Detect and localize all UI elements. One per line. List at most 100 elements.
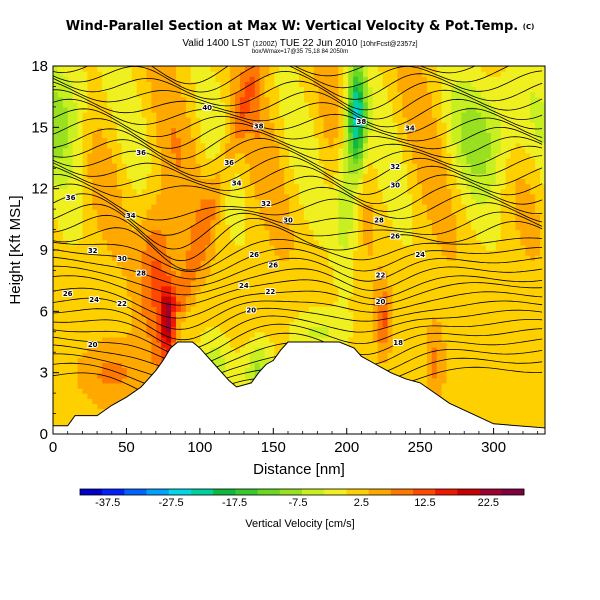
heatmap-cell bbox=[289, 260, 295, 266]
heatmap-cell bbox=[358, 301, 364, 307]
heatmap-cell bbox=[185, 193, 192, 200]
heatmap-cell bbox=[92, 147, 98, 154]
heatmap-cell bbox=[112, 229, 118, 236]
heatmap-cell bbox=[77, 86, 84, 93]
heatmap-cell bbox=[161, 86, 167, 93]
heatmap-cell bbox=[284, 147, 290, 154]
heatmap-cell bbox=[185, 71, 192, 77]
heatmap-cell bbox=[97, 101, 103, 108]
heatmap-cell bbox=[239, 71, 246, 77]
heatmap-cell bbox=[200, 91, 207, 98]
heatmap-cell bbox=[367, 117, 374, 123]
heatmap-cell bbox=[131, 321, 138, 328]
heatmap-cell bbox=[387, 106, 394, 113]
heatmap-cell bbox=[77, 142, 84, 149]
heatmap-cell bbox=[318, 158, 325, 164]
heatmap-cell bbox=[215, 112, 221, 118]
heatmap-cell bbox=[230, 71, 236, 77]
heatmap-cell bbox=[353, 112, 359, 118]
heatmap-cell bbox=[225, 326, 231, 333]
heatmap-cell bbox=[382, 214, 389, 220]
heatmap-cell bbox=[382, 342, 389, 348]
heatmap-cell bbox=[87, 112, 93, 118]
heatmap-cell bbox=[294, 91, 300, 98]
heatmap-cell bbox=[161, 301, 167, 307]
heatmap-cell bbox=[185, 229, 192, 236]
heatmap-cell bbox=[57, 239, 64, 246]
heatmap-cell bbox=[230, 117, 236, 123]
heatmap-cell bbox=[274, 188, 280, 195]
heatmap-cell bbox=[57, 91, 64, 98]
heatmap-cell bbox=[146, 331, 152, 338]
heatmap-cell bbox=[333, 265, 339, 272]
heatmap-cell bbox=[102, 377, 108, 384]
heatmap-cell bbox=[205, 219, 212, 226]
heatmap-cell bbox=[338, 163, 344, 169]
heatmap-cell bbox=[57, 306, 64, 312]
heatmap-cell bbox=[387, 367, 394, 374]
heatmap-cell bbox=[294, 296, 300, 302]
heatmap-cell bbox=[239, 76, 246, 82]
heatmap-cell bbox=[284, 193, 290, 200]
heatmap-cell bbox=[244, 326, 251, 333]
heatmap-cell bbox=[72, 306, 79, 312]
heatmap-cell bbox=[362, 112, 369, 118]
heatmap-cell bbox=[362, 270, 369, 277]
heatmap-cell bbox=[195, 81, 202, 88]
heatmap-cell bbox=[156, 183, 162, 190]
heatmap-cell bbox=[333, 122, 339, 128]
heatmap-cell bbox=[77, 336, 84, 343]
heatmap-cell bbox=[225, 81, 231, 88]
heatmap-cell bbox=[367, 255, 374, 261]
heatmap-cell bbox=[299, 219, 305, 226]
heatmap-cell bbox=[382, 255, 389, 261]
heatmap-cell bbox=[244, 372, 251, 379]
heatmap-cell bbox=[210, 352, 216, 358]
heatmap-cell bbox=[279, 301, 285, 307]
heatmap-cell bbox=[353, 147, 359, 154]
heatmap-cell bbox=[333, 132, 339, 139]
heatmap-cell bbox=[313, 306, 320, 312]
heatmap-cell bbox=[303, 66, 310, 72]
heatmap-cell bbox=[53, 178, 59, 185]
heatmap-cell bbox=[92, 234, 98, 241]
heatmap-cell bbox=[53, 224, 59, 231]
heatmap-cell bbox=[303, 260, 310, 266]
heatmap-cell bbox=[171, 204, 177, 210]
heatmap-cell bbox=[146, 229, 152, 236]
heatmap-cell bbox=[353, 306, 359, 312]
heatmap-cell bbox=[67, 388, 74, 394]
heatmap-cell bbox=[185, 290, 192, 297]
heatmap-cell bbox=[176, 198, 182, 205]
heatmap-cell bbox=[269, 265, 275, 272]
heatmap-cell bbox=[387, 311, 394, 318]
heatmap-cell bbox=[190, 296, 197, 302]
heatmap-cell bbox=[156, 81, 162, 88]
heatmap-cell bbox=[382, 91, 389, 98]
heatmap-cell bbox=[72, 403, 79, 410]
heatmap-cell bbox=[107, 393, 113, 399]
heatmap-cell bbox=[259, 306, 266, 312]
heatmap-cell bbox=[333, 244, 339, 251]
heatmap-cell bbox=[313, 96, 320, 103]
heatmap-cell bbox=[72, 342, 79, 348]
heatmap-cell bbox=[116, 255, 123, 261]
heatmap-cell bbox=[377, 183, 384, 190]
heatmap-cell bbox=[318, 147, 325, 154]
heatmap-cell bbox=[151, 163, 157, 169]
heatmap-cell bbox=[348, 91, 354, 98]
heatmap-cell bbox=[299, 296, 305, 302]
heatmap-cell bbox=[102, 382, 108, 389]
heatmap-cell bbox=[235, 382, 241, 389]
heatmap-cell bbox=[220, 183, 226, 190]
heatmap-cell bbox=[141, 331, 148, 338]
heatmap-cell bbox=[338, 306, 344, 312]
heatmap-cell bbox=[210, 347, 216, 353]
heatmap-cell bbox=[72, 372, 79, 379]
heatmap-cell bbox=[136, 112, 143, 118]
heatmap-cell bbox=[195, 285, 202, 292]
heatmap-cell bbox=[112, 388, 118, 394]
heatmap-cell bbox=[249, 306, 256, 312]
heatmap-cell bbox=[259, 224, 266, 231]
heatmap-cell bbox=[200, 122, 207, 128]
